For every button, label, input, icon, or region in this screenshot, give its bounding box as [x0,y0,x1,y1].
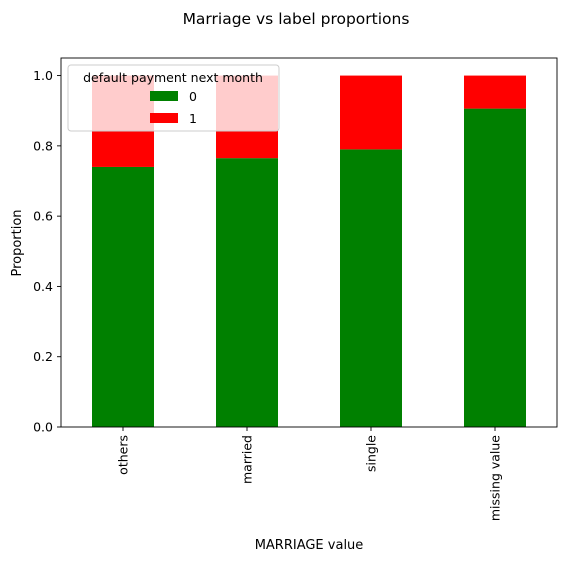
x-axis: others married single missing value [116,427,503,521]
x-tick-label: married [240,435,255,484]
y-tick-label: 0.2 [33,349,53,364]
legend-swatch-0 [150,91,178,101]
legend-title: default payment next month [83,70,263,85]
legend-label-0: 0 [189,89,197,104]
bar-single-label-0 [340,149,402,427]
bar-others-label-0 [92,166,154,427]
x-tick-label: others [116,435,131,475]
legend-label-1: 1 [189,111,197,126]
y-axis-label: Proportion [10,209,25,276]
chart-title: Marriage vs label proportions [183,10,410,28]
legend: default payment next month 0 1 [67,64,280,132]
x-axis-label: MARRIAGE value [255,538,364,553]
y-tick-label: 0.4 [33,279,53,294]
y-tick-label: 1.0 [33,68,53,83]
bar-married-label-0 [216,158,278,427]
y-axis: 0.0 0.2 0.4 0.6 0.8 1.0 [33,68,61,435]
y-tick-label: 0.8 [33,138,53,153]
bar-missing-value-label-1 [464,75,526,109]
x-tick-label: single [364,435,379,472]
x-tick-label: missing value [488,435,503,521]
bar-missing-value-label-0 [464,108,526,427]
legend-swatch-1 [150,113,178,123]
y-tick-label: 0.0 [33,420,53,435]
bar-single-label-1 [340,75,402,150]
plot-frame [60,57,558,428]
y-tick-label: 0.6 [33,209,53,224]
